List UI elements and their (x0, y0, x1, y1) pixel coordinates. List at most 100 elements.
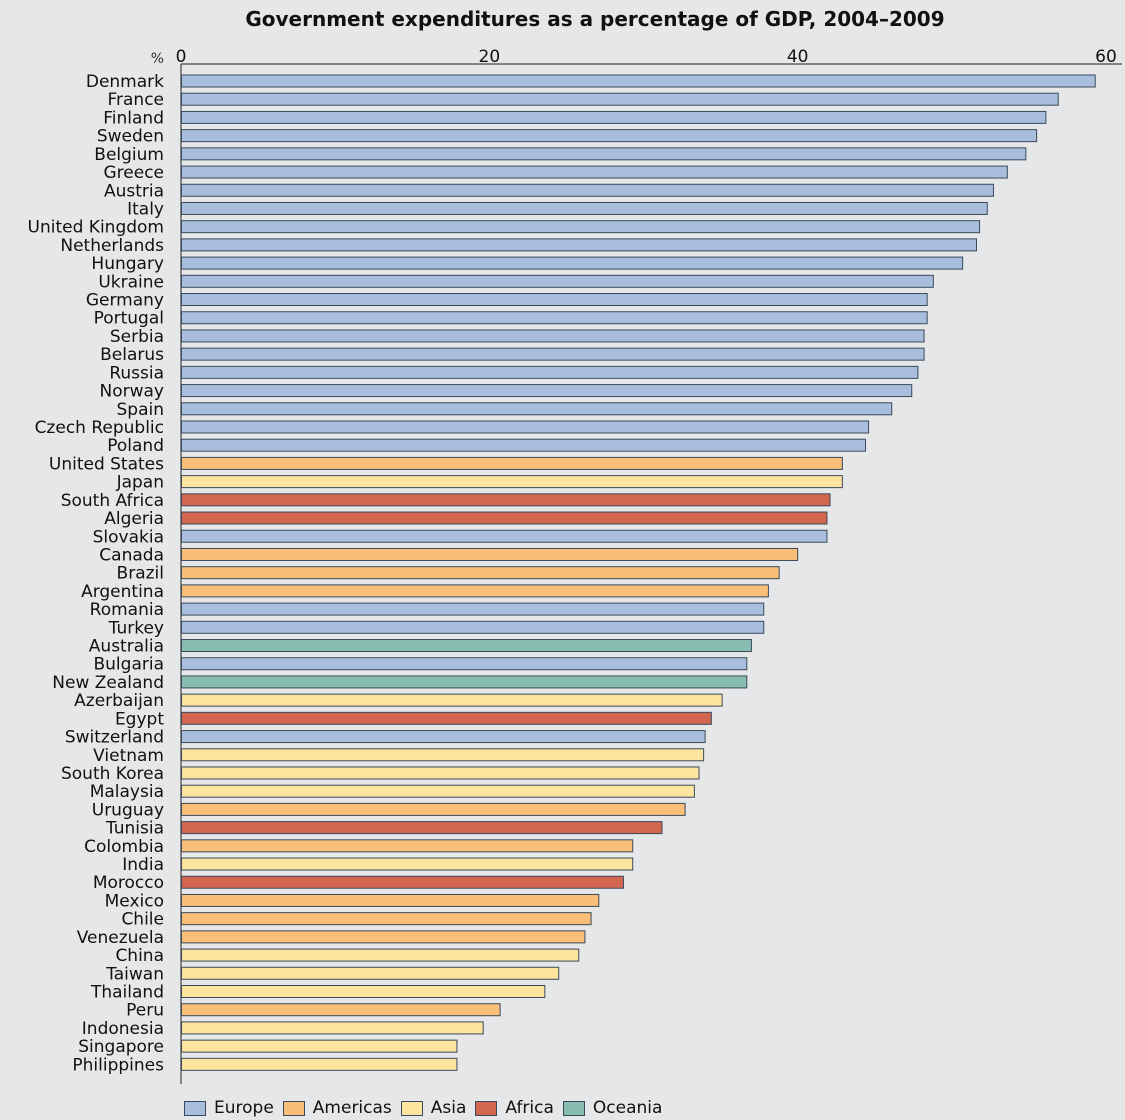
category-label: Sweden (97, 127, 164, 147)
category-label: Australia (89, 637, 164, 657)
category-label: Colombia (84, 837, 164, 857)
category-label: Germany (86, 291, 164, 311)
category-label: India (122, 855, 164, 875)
x-tick-label: 60 (1095, 47, 1117, 67)
category-label: Serbia (110, 327, 164, 347)
category-label: Vietnam (93, 746, 164, 766)
bar-spain (181, 402, 893, 416)
bar-germany (181, 293, 928, 307)
category-label: Turkey (108, 618, 164, 638)
category-label: Russia (109, 363, 164, 383)
category-label: Singapore (78, 1037, 164, 1057)
category-label: Denmark (86, 72, 164, 92)
bar-indonesia (181, 1021, 484, 1035)
category-label: Portugal (94, 309, 164, 329)
bar-netherlands (181, 238, 977, 252)
bar-egypt (181, 711, 712, 725)
legend-label: Americas (312, 1098, 392, 1118)
bar-mexico (181, 893, 600, 907)
bar-venezuela (181, 930, 586, 944)
bar-belgium (181, 147, 1027, 161)
bar-sweden (181, 129, 1038, 143)
category-label: Finland (103, 108, 164, 128)
bar-turkey (181, 620, 765, 634)
category-label: Taiwan (105, 964, 164, 984)
category-label: China (115, 946, 164, 966)
bar-italy (181, 201, 988, 215)
category-label: Egypt (115, 709, 164, 729)
category-label: Peru (126, 1001, 164, 1021)
legend-swatch (400, 1100, 423, 1116)
bar-singapore (181, 1039, 458, 1053)
bar-morocco (181, 875, 624, 889)
category-label: Thailand (90, 983, 164, 1003)
category-label: Romania (90, 600, 164, 620)
bar-chart: % 0 20 40 60 DenmarkFranceFinlandSwedenBelgiu… (28, 47, 1122, 1084)
category-label: Poland (107, 436, 164, 456)
category-label: United States (49, 454, 164, 474)
legend-swatch (282, 1100, 305, 1116)
category-label: Netherlands (60, 236, 164, 256)
category-label: South Africa (61, 491, 164, 511)
category-label: Malaysia (90, 782, 164, 802)
category-label: Algeria (104, 509, 164, 529)
legend-item-americas: Americas (282, 1098, 392, 1118)
bar-algeria (181, 511, 828, 525)
bar-japan (181, 475, 843, 489)
bar-hungary (181, 256, 964, 270)
category-label: Uruguay (92, 800, 164, 820)
category-label: Spain (117, 400, 165, 420)
bar-switzerland (181, 730, 706, 744)
category-label: Belarus (100, 345, 164, 365)
x-tick-label: 20 (479, 47, 501, 67)
category-label: Hungary (91, 254, 164, 274)
bar-chile (181, 912, 592, 926)
bar-china (181, 948, 580, 962)
bar-poland (181, 438, 866, 452)
category-label: Belgium (94, 145, 164, 165)
category-label: Italy (127, 199, 164, 219)
bar-peru (181, 1003, 501, 1017)
bar-greece (181, 165, 1008, 179)
bar-slovakia (181, 529, 828, 543)
category-label: Argentina (81, 582, 164, 602)
category-label: Austria (104, 181, 164, 201)
category-label: South Korea (61, 764, 164, 784)
category-label: Japan (116, 473, 164, 493)
x-tick-label: 40 (787, 47, 809, 67)
x-tick-label: 0 (176, 47, 187, 67)
category-label: Ukraine (98, 272, 164, 292)
legend-label: Africa (505, 1098, 554, 1118)
bar-india (181, 857, 634, 871)
category-label: Bulgaria (94, 655, 165, 675)
legend-label: Europe (214, 1098, 274, 1118)
category-label: Chile (121, 910, 164, 930)
category-label: Azerbaijan (74, 691, 164, 711)
bar-australia (181, 639, 752, 653)
category-label: Greece (103, 163, 164, 183)
bar-argentina (181, 584, 769, 598)
bar-malaysia (181, 784, 695, 798)
chart-title: Government expenditures as a percentage … (245, 7, 945, 31)
bar-azerbaijan (181, 693, 723, 707)
bar-vietnam (181, 748, 705, 762)
category-label: New Zealand (52, 673, 164, 693)
bar-taiwan (181, 966, 560, 980)
category-label: Philippines (72, 1055, 164, 1075)
category-label: Canada (99, 545, 164, 565)
category-label: Indonesia (82, 1019, 164, 1039)
legend-swatch (184, 1100, 206, 1116)
bar-finland (181, 110, 1047, 124)
category-label: Slovakia (93, 527, 164, 547)
bar-france (181, 92, 1059, 106)
category-label: Switzerland (65, 728, 164, 748)
category-label: United Kingdom (28, 218, 164, 238)
bar-south-africa (181, 493, 831, 507)
category-label: Venezuela (77, 928, 164, 948)
legend-item-europe: Europe (184, 1098, 274, 1118)
category-label: Czech Republic (35, 418, 164, 438)
category-label: Morocco (93, 873, 164, 893)
bar-czech-republic (181, 420, 870, 434)
bar-south-korea (181, 766, 700, 780)
category-label: Brazil (117, 564, 164, 584)
